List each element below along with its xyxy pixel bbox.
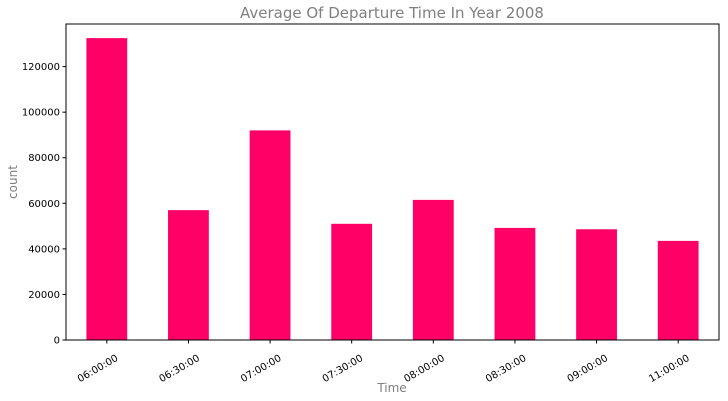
bar-11-00-00 [657, 240, 699, 340]
plot-frame [65, 23, 720, 341]
y-axis-label: count [6, 165, 20, 199]
y-tick-label: 60000 [28, 199, 60, 210]
bar-07-00-00 [249, 130, 291, 340]
chart-title: Average Of Departure Time In Year 2008 [240, 4, 544, 22]
bar-08-30-00 [494, 227, 536, 340]
y-tick-label: 0 [54, 336, 60, 347]
bar-06-00-00 [86, 38, 128, 340]
bar-07-30-00 [331, 223, 373, 340]
bar-08-00-00 [412, 199, 454, 340]
x-axis-label: Time [376, 381, 406, 395]
x-tick-label: 09:00:00 [566, 353, 610, 385]
y-tick-label: 20000 [28, 290, 60, 301]
x-tick-label: 08:00:00 [402, 353, 446, 385]
y-tick-label: 80000 [28, 153, 60, 164]
x-tick-label: 11:00:00 [647, 353, 691, 385]
bar-06-30-00 [168, 210, 209, 340]
y-tick-label: 120000 [22, 62, 60, 73]
x-tick-label: 07:00:00 [239, 353, 283, 385]
y-tick-label: 40000 [28, 244, 60, 255]
bar-09-00-00 [576, 229, 617, 340]
plot-area: 0 20000 40000 60000 80000 100000 120000 06:00:0… [22, 23, 720, 385]
x-tick-label: 06:00:00 [76, 353, 120, 385]
x-tick-label: 07:30:00 [321, 353, 365, 385]
y-tick-label: 100000 [22, 108, 60, 119]
x-tick-label: 08:30:00 [484, 353, 528, 385]
x-tick-label: 06:30:00 [158, 353, 202, 385]
